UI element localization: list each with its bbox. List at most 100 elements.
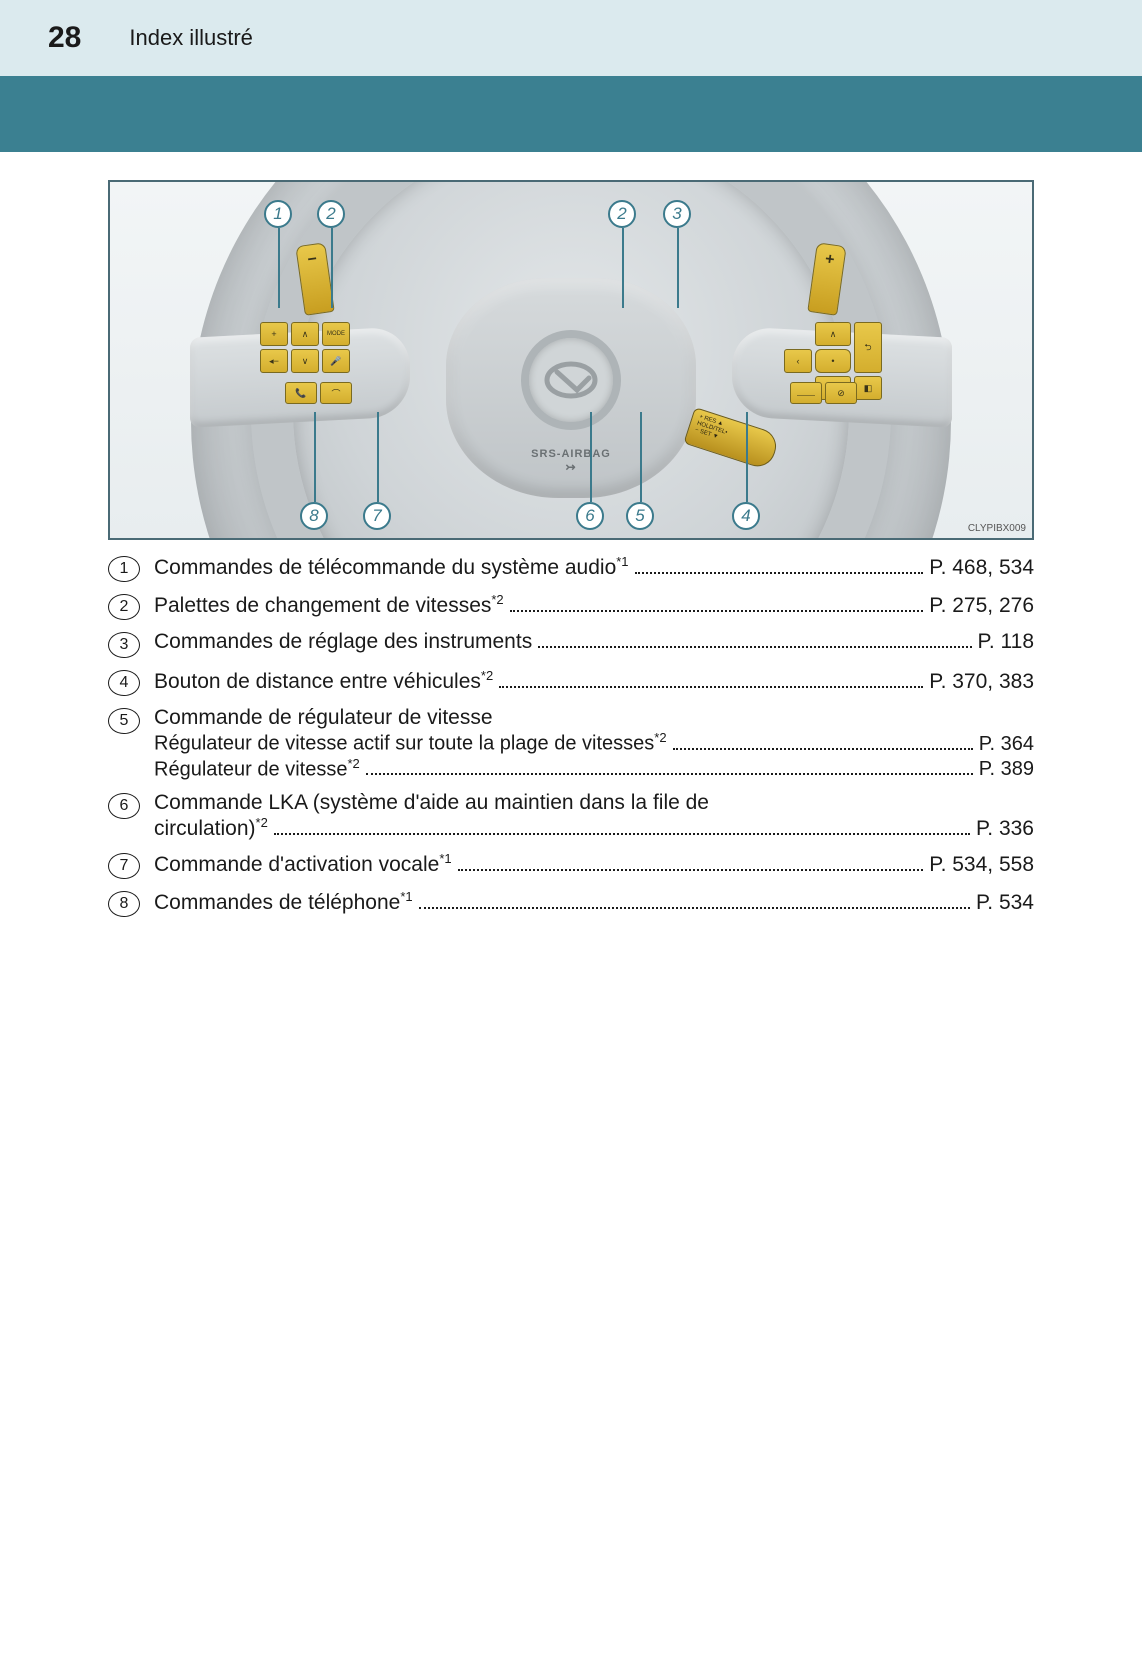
legend-line: Palettes de changement de vitesses*2P. 2… (154, 592, 1034, 618)
content-area: − + SRS-AIRBAG ↣ + ∧ MODE ◂− ∨ 🎤 (0, 152, 1142, 917)
leader-line (377, 412, 379, 502)
header-title: Index illustré (129, 25, 253, 51)
legend-number: 5 (108, 708, 140, 734)
legend-page: P. 389 (979, 758, 1034, 781)
callout-8: 8 (300, 502, 328, 530)
leader-line (314, 412, 316, 502)
legend-line: circulation)*2P. 336 (154, 815, 1034, 841)
leader-line (278, 228, 280, 308)
mode-button: MODE (322, 322, 350, 346)
page-number: 28 (48, 21, 81, 55)
voice-icon: 🎤 (322, 349, 350, 373)
legend-row-4: 4 Bouton de distance entre véhicules*2 P. … (108, 668, 1034, 696)
legend-page: P. 370, 383 (929, 670, 1034, 694)
phone-button-row: 📞 ⌒ (285, 382, 352, 404)
right-lower-button-row: ⎼⎼ ⊘ (790, 382, 857, 404)
leader-dots (538, 646, 971, 648)
legend-line: Commandes de téléphone*1 P. 534 (154, 889, 1034, 915)
callout-1: 1 (264, 200, 292, 228)
leader-line (331, 228, 333, 308)
leader-line (622, 228, 624, 308)
volume-down-icon: ◂− (260, 349, 288, 373)
down-arrow-icon: ∨ (291, 349, 319, 373)
legend-label: Commande d'activation vocale*1 (154, 851, 452, 877)
legend-label: Bouton de distance entre véhicules*2 (154, 668, 493, 694)
callout-2: 2 (608, 200, 636, 228)
legend-heading: Commande de régulateur de vitesse (154, 706, 1034, 730)
nav-left-icon: ‹ (784, 349, 812, 373)
legend-line: Commandes de télécommande du système aud… (154, 554, 1034, 580)
airbag-label: SRS-AIRBAG ↣ (531, 448, 611, 474)
airbag-arrow-icon: ↣ (531, 460, 611, 474)
legend-page: P. 336 (976, 817, 1034, 841)
legend-label: Commandes de téléphone*1 (154, 889, 413, 915)
lane-keep-icon: ⊘ (825, 382, 857, 404)
steering-hub: SRS-AIRBAG ↣ (446, 278, 696, 498)
legend-body: Commandes de téléphone*1 P. 534 (154, 889, 1034, 915)
leader-dots (499, 686, 923, 688)
page-header: 28 Index illustré (0, 0, 1142, 76)
legend-number: 8 (108, 891, 140, 917)
lexus-logo-icon (543, 352, 599, 408)
nav-center-button: • (815, 349, 851, 373)
legend-body: Bouton de distance entre véhicules*2 P. 3… (154, 668, 1034, 694)
up-arrow-icon: ∧ (291, 322, 319, 346)
legend-number: 3 (108, 632, 140, 658)
leader-dots (458, 869, 924, 871)
legend-list: 1 Commandes de télécommande du système au… (108, 554, 1034, 917)
leader-dots (635, 572, 924, 574)
phone-hangup-icon: ⌒ (320, 382, 352, 404)
leader-line (590, 412, 592, 502)
legend-page: P. 118 (978, 630, 1034, 654)
leader-dots (673, 748, 973, 750)
distance-icon: ⎼⎼ (790, 382, 822, 404)
callout-6: 6 (576, 502, 604, 530)
teal-band (0, 76, 1142, 152)
legend-page: P. 275, 276 (929, 594, 1034, 618)
lexus-logo (521, 330, 621, 430)
callout-7: 7 (363, 502, 391, 530)
legend-number: 4 (108, 670, 140, 696)
leader-dots (510, 610, 924, 612)
legend-number: 2 (108, 594, 140, 620)
legend-page: P. 534 (976, 891, 1034, 915)
legend-line: Commandes de réglage des instruments P. 1… (154, 630, 1034, 654)
legend-row-1: 1 Commandes de télécommande du système au… (108, 554, 1034, 582)
legend-label: Régulateur de vitesse actif sur toute la… (154, 730, 667, 756)
legend-body: Commande de régulateur de vitesseRégulat… (154, 706, 1034, 781)
callout-4: 4 (732, 502, 760, 530)
legend-page: P. 364 (979, 733, 1034, 756)
legend-page: P. 534, 558 (929, 853, 1034, 877)
paddle-minus-icon: − (306, 251, 318, 270)
leader-dots (419, 907, 970, 909)
leader-line (640, 412, 642, 502)
legend-number: 1 (108, 556, 140, 582)
legend-row-5: 5Commande de régulateur de vitesseRégula… (108, 706, 1034, 781)
callout-5: 5 (626, 502, 654, 530)
legend-label: Commandes de télécommande du système aud… (154, 554, 629, 580)
display-icon: ◧ (854, 376, 882, 400)
legend-body: Commandes de télécommande du système aud… (154, 554, 1034, 580)
steering-wheel-diagram: − + SRS-AIRBAG ↣ + ∧ MODE ◂− ∨ 🎤 (108, 180, 1034, 540)
legend-number: 6 (108, 793, 140, 819)
legend-row-8: 8 Commandes de téléphone*1 P. 534 (108, 889, 1034, 917)
legend-line: Régulateur de vitesse*2 P. 389 (154, 756, 1034, 782)
legend-label: Commandes de réglage des instruments (154, 630, 532, 654)
callout-2: 2 (317, 200, 345, 228)
back-icon: ⮌ (854, 322, 882, 373)
legend-body: Commandes de réglage des instruments P. 1… (154, 630, 1034, 654)
legend-row-6: 6Commande LKA (système d'aide au maintie… (108, 791, 1034, 841)
legend-number: 7 (108, 853, 140, 879)
legend-label: Régulateur de vitesse*2 (154, 756, 360, 782)
paddle-plus-icon: + (824, 251, 836, 270)
legend-line: Commande d'activation vocale*1 P. 534, 55… (154, 851, 1034, 877)
left-button-cluster: + ∧ MODE ◂− ∨ 🎤 (260, 322, 350, 373)
legend-row-2: 2 Palettes de changement de vitesses*2P. … (108, 592, 1034, 620)
phone-pickup-icon: 📞 (285, 382, 317, 404)
leader-line (677, 228, 679, 308)
image-code: CLYPIBX009 (968, 523, 1026, 534)
nav-up-icon: ∧ (815, 322, 851, 346)
legend-line: Bouton de distance entre véhicules*2 P. 3… (154, 668, 1034, 694)
leader-dots (366, 773, 973, 775)
legend-row-3: 3 Commandes de réglage des instruments P. … (108, 630, 1034, 658)
